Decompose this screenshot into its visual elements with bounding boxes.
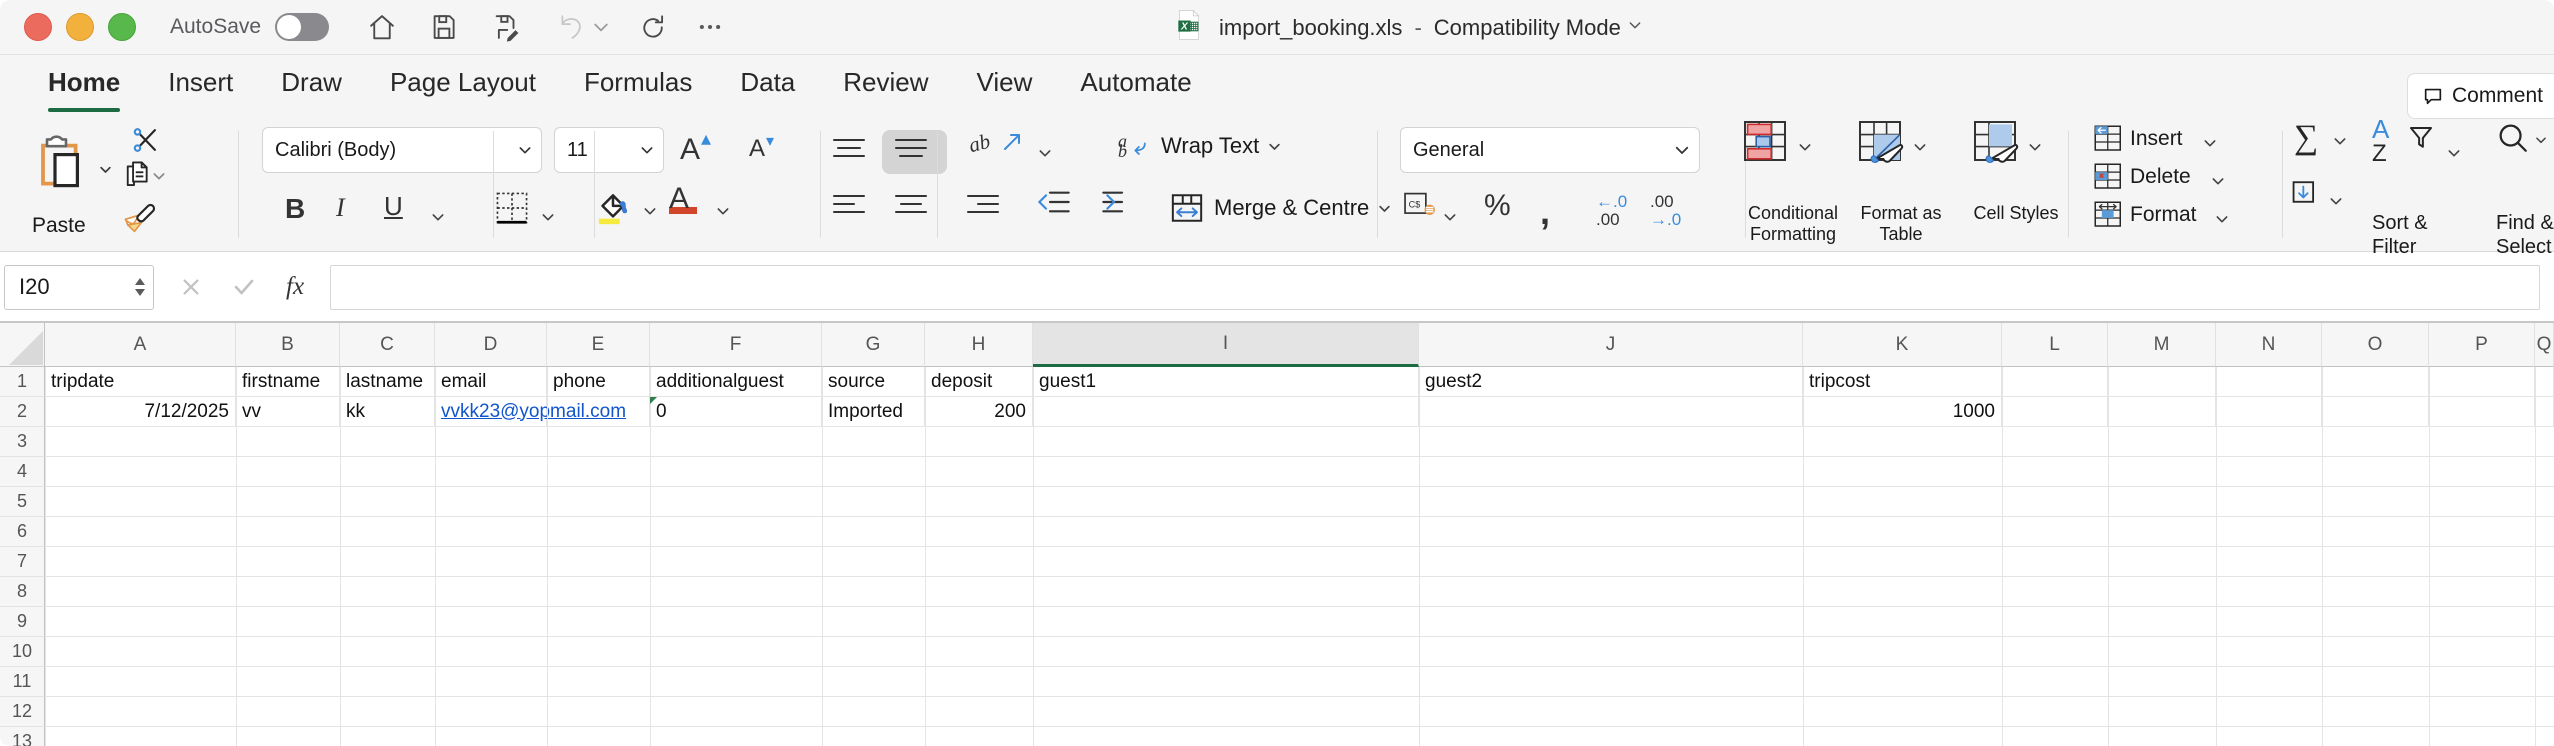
- svg-text:X: X: [1180, 21, 1189, 32]
- svg-text:C$: C$: [1409, 199, 1421, 209]
